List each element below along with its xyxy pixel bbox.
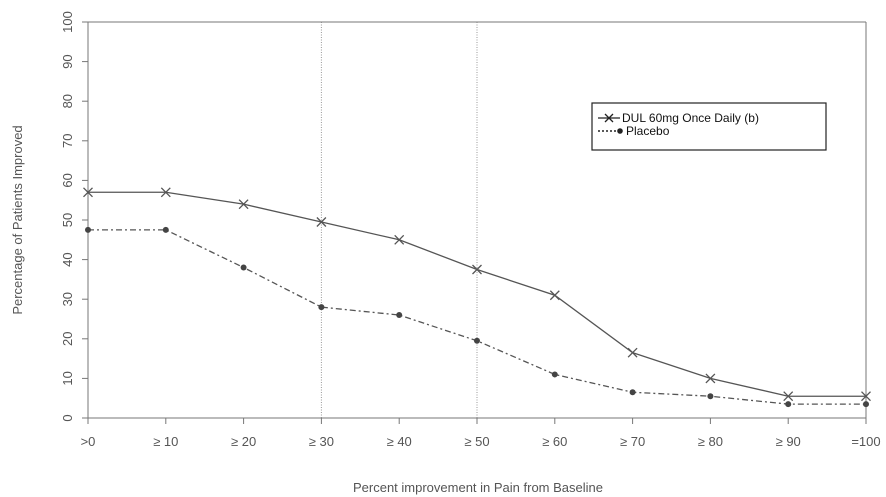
x-tick-label: ≥ 30 bbox=[309, 434, 334, 449]
y-tick-label: 20 bbox=[60, 332, 75, 346]
data-point-x bbox=[705, 373, 716, 384]
data-point-dot bbox=[474, 337, 480, 344]
data-point-x bbox=[238, 199, 249, 210]
y-tick-label: 100 bbox=[60, 11, 75, 33]
legend: DUL 60mg Once Daily (b) Placebo bbox=[591, 102, 827, 151]
data-point-x bbox=[83, 187, 93, 198]
legend-label-placebo: Placebo bbox=[626, 124, 670, 138]
y-tick-label: 60 bbox=[60, 173, 75, 187]
y-tick-label: 0 bbox=[60, 414, 75, 421]
x-tick-label: ≥ 50 bbox=[464, 434, 489, 449]
legend-box bbox=[591, 102, 827, 151]
y-tick-label: 30 bbox=[60, 292, 75, 306]
series-layer bbox=[83, 187, 871, 408]
data-point-x bbox=[861, 391, 871, 402]
legend-x-marker-icon bbox=[604, 113, 614, 123]
data-point-dot bbox=[396, 312, 403, 319]
y-tick-label: 80 bbox=[60, 94, 75, 108]
y-axis-label: Percentage of Patients Improved bbox=[10, 125, 25, 314]
x-tick-label: ≥ 60 bbox=[542, 434, 567, 449]
y-tick-label: 10 bbox=[60, 371, 75, 385]
x-tick-label: ≥ 40 bbox=[387, 434, 412, 449]
data-point-x bbox=[160, 187, 171, 198]
legend-label-dul: DUL 60mg Once Daily (b) bbox=[622, 111, 759, 125]
x-tick-label: ≥ 20 bbox=[231, 434, 256, 449]
data-point-dot bbox=[551, 371, 558, 378]
data-point-dot bbox=[318, 304, 325, 311]
x-tick-label: ≥ 10 bbox=[153, 434, 178, 449]
data-point-dot bbox=[85, 226, 91, 233]
data-point-dot bbox=[629, 389, 636, 396]
x-axis-label: Percent improvement in Pain from Baselin… bbox=[353, 480, 603, 495]
y-tick-label: 90 bbox=[60, 54, 75, 68]
data-point-dot bbox=[863, 401, 869, 408]
data-point-x bbox=[783, 391, 794, 402]
x-tick-label: =100 bbox=[851, 434, 880, 449]
y-tick-label: 40 bbox=[60, 252, 75, 266]
reference-lines bbox=[320, 22, 478, 418]
data-point-x bbox=[472, 264, 482, 275]
data-point-x bbox=[627, 347, 638, 358]
data-point-dot bbox=[162, 226, 169, 233]
data-point-dot bbox=[240, 264, 247, 271]
x-tick-label: ≥ 80 bbox=[698, 434, 723, 449]
x-tick-label: >0 bbox=[81, 434, 96, 449]
legend-dot-marker-icon bbox=[617, 128, 623, 134]
data-point-x bbox=[549, 290, 560, 301]
data-point-dot bbox=[785, 401, 792, 408]
x-ticks: >0 ≥ 10 ≥ 20 ≥ 30 ≥ 40 ≥ 50 ≥ 60 ≥ 70 ≥ 80 ≥ 90 =1… bbox=[81, 418, 881, 449]
y-tick-label: 50 bbox=[60, 213, 75, 227]
data-point-x bbox=[394, 234, 405, 245]
y-ticks: 0 10 20 30 40 50 60 70 80 90 100 bbox=[60, 11, 88, 422]
data-point-dot bbox=[707, 393, 714, 400]
data-point-x bbox=[316, 217, 327, 227]
y-tick-label: 70 bbox=[60, 134, 75, 148]
x-tick-label: ≥ 90 bbox=[776, 434, 801, 449]
x-tick-label: ≥ 70 bbox=[620, 434, 645, 449]
